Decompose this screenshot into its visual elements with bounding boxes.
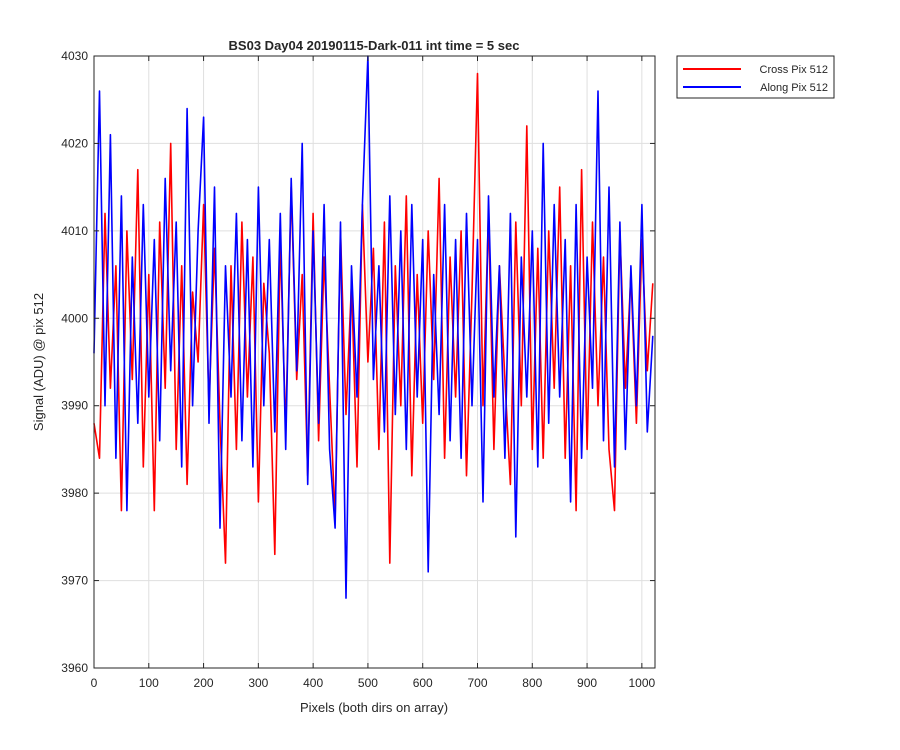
legend: Cross Pix 512 Along Pix 512 xyxy=(676,55,835,99)
y-tick-label: 3980 xyxy=(61,486,88,500)
y-tick-label: 4030 xyxy=(61,49,88,63)
y-tick-label: 3960 xyxy=(61,661,88,675)
y-axis-label: Signal (ADU) @ pix 512 xyxy=(31,293,46,431)
x-tick-label: 1000 xyxy=(629,676,656,690)
legend-entry-cross: Cross Pix 512 xyxy=(760,64,828,76)
y-tick-label: 3970 xyxy=(61,574,88,588)
y-tick-label: 4010 xyxy=(61,224,88,238)
x-axis-label: Pixels (both dirs on array) xyxy=(300,700,448,715)
x-tick-label: 300 xyxy=(248,676,268,690)
legend-entry-along: Along Pix 512 xyxy=(760,82,828,94)
y-tick-label: 4000 xyxy=(61,311,88,325)
chart-title: BS03 Day04 20190115-Dark-011 int time = … xyxy=(229,38,520,53)
x-tick-label: 100 xyxy=(139,676,159,690)
x-tick-label: 500 xyxy=(358,676,378,690)
axis-ticks: 0 100 200 300 400 500 600 700 800 900 1000 3960 3970… xyxy=(61,49,655,690)
series-line-along-pix xyxy=(93,55,654,599)
x-tick-label: 800 xyxy=(522,676,542,690)
x-tick-label: 0 xyxy=(91,676,98,690)
x-tick-label: 400 xyxy=(303,676,323,690)
series-line-cross-pix xyxy=(93,72,654,564)
x-tick-label: 900 xyxy=(577,676,597,690)
x-tick-label: 600 xyxy=(413,676,433,690)
x-tick-label: 200 xyxy=(194,676,214,690)
x-tick-label: 700 xyxy=(467,676,487,690)
y-tick-label: 3990 xyxy=(61,399,88,413)
axes-box xyxy=(93,55,656,669)
legend-box xyxy=(676,55,835,99)
series-lines xyxy=(93,55,654,599)
y-tick-label: 4020 xyxy=(61,136,88,150)
